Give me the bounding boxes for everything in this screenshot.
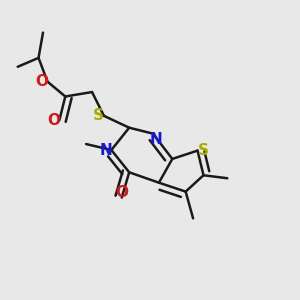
- Text: O: O: [115, 185, 128, 200]
- Text: S: S: [93, 108, 104, 123]
- Text: N: N: [150, 131, 162, 146]
- Text: N: N: [100, 142, 112, 158]
- Text: S: S: [197, 143, 208, 158]
- Text: O: O: [47, 113, 61, 128]
- Text: O: O: [36, 74, 49, 89]
